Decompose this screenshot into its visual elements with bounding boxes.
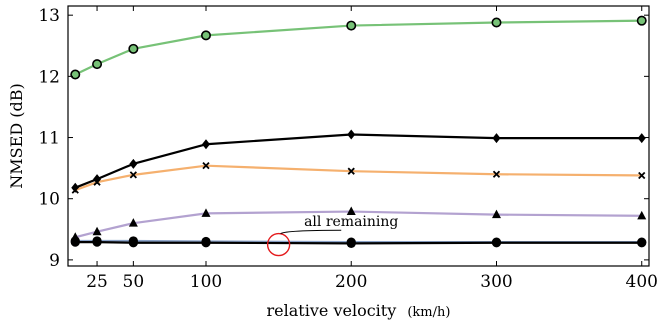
point-marker (92, 226, 102, 236)
point-marker (637, 238, 647, 248)
point-marker (201, 208, 211, 217)
point-marker (491, 17, 502, 28)
series-1 (70, 15, 647, 80)
y-tick-label: 10 (38, 190, 60, 210)
point-marker (71, 186, 79, 194)
point-marker (491, 209, 501, 219)
series-4 (70, 206, 647, 241)
point-marker (637, 133, 646, 144)
plot-frame (67, 5, 650, 267)
x-tick-label: 50 (123, 272, 145, 292)
point-marker (346, 238, 356, 248)
point-marker (201, 238, 211, 248)
point-marker (201, 139, 210, 150)
point-marker (636, 15, 647, 26)
point-marker (492, 170, 501, 178)
point-marker (70, 237, 80, 247)
y-tick-label: 11 (38, 129, 60, 149)
tick-layer: 9 10 11 12 13 25 50 100 200 300 400 (38, 6, 658, 292)
series-6 (70, 237, 647, 248)
point-marker (128, 238, 138, 248)
point-marker (93, 178, 101, 186)
x-axis-label-text: relative velocity (267, 301, 397, 320)
x-tick-label: 400 (626, 272, 658, 292)
point-marker (347, 167, 355, 175)
series-5 (70, 236, 647, 247)
x-tick-label: 100 (190, 272, 222, 292)
point-marker (128, 218, 138, 227)
point-marker (128, 43, 139, 54)
series-3 (71, 162, 646, 194)
annotation-layer: all remaining (266, 214, 398, 257)
point-marker (92, 237, 102, 247)
point-marker (92, 59, 103, 70)
point-marker (637, 210, 647, 220)
point-marker (129, 171, 137, 179)
y-axis-label: NMSED (dB) (7, 83, 26, 188)
y-tick-label: 13 (38, 6, 60, 26)
annotation-text: all remaining (304, 214, 398, 230)
x-tick-label: 25 (86, 272, 108, 292)
point-marker (492, 133, 501, 144)
point-marker (347, 129, 356, 140)
series-layer (70, 15, 647, 248)
point-marker (638, 171, 646, 180)
series-line (74, 164, 642, 192)
point-marker (491, 238, 502, 248)
series-line (74, 133, 642, 189)
x-axis-label-unit: (km/h) (407, 305, 450, 320)
series-2 (71, 129, 646, 193)
point-marker (129, 158, 138, 169)
annotation-leader (280, 229, 342, 235)
annotation-circle (266, 232, 291, 257)
y-tick-label: 12 (38, 67, 60, 87)
series-line (75, 241, 642, 245)
point-marker (200, 30, 211, 41)
point-marker (202, 162, 210, 170)
point-marker (70, 69, 81, 80)
point-marker (346, 206, 356, 216)
series-line (74, 19, 642, 76)
x-tick-label: 300 (480, 272, 512, 292)
x-tick-label: 200 (335, 272, 367, 292)
y-tick-label: 9 (49, 251, 60, 271)
point-marker (346, 20, 357, 31)
x-axis-label: relative velocity (km/h) (267, 301, 451, 320)
